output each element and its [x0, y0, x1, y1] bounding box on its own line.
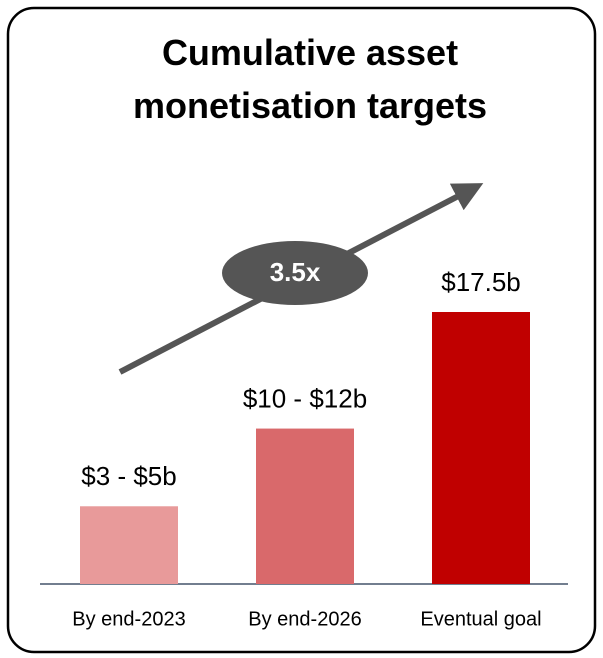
- annotation: 3.5x: [270, 257, 321, 287]
- x-tick-label: By end-2026: [248, 608, 361, 630]
- value-label: $17.5b: [441, 267, 521, 297]
- bar: [256, 428, 354, 584]
- x-tick-label: By end-2023: [72, 608, 185, 630]
- value-label: $3 - $5b: [81, 461, 176, 491]
- bar: [432, 312, 530, 584]
- annotation-bubble: [222, 241, 368, 305]
- x-tick-label: Eventual goal: [420, 608, 541, 630]
- value-label: $10 - $12b: [243, 383, 367, 413]
- bar: [80, 506, 178, 584]
- chart-title: Cumulative asset monetisation targets: [132, 32, 488, 126]
